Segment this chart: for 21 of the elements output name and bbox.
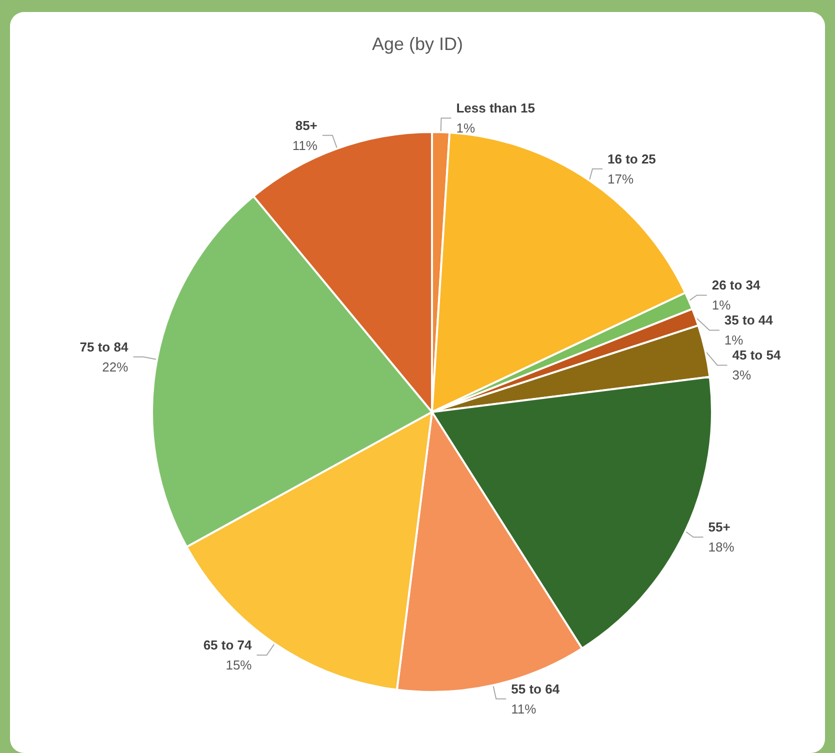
chart-title: Age (by ID) — [372, 34, 464, 54]
slice-label: 55+ — [708, 520, 731, 535]
slice-label: 26 to 34 — [712, 278, 762, 293]
slice-label: 55 to 64 — [511, 681, 560, 696]
data-label: 17% — [607, 171, 634, 186]
slice-label: 65 to 74 — [203, 638, 253, 653]
slice-label: 16 to 25 — [607, 151, 656, 166]
slice-label: 35 to 44 — [724, 312, 774, 328]
slice-label: 85+ — [295, 118, 318, 133]
data-label: 15% — [226, 658, 252, 673]
data-label: 22% — [102, 359, 129, 374]
slice-label: 75 to 84 — [80, 339, 129, 354]
data-label: 18% — [708, 540, 735, 555]
data-label: 11% — [511, 701, 537, 716]
data-label: 1% — [724, 332, 744, 348]
data-label: 1% — [456, 120, 476, 136]
data-label: 1% — [712, 298, 732, 313]
data-label: 3% — [732, 368, 752, 383]
slice-label: Less than 15 — [456, 100, 535, 116]
slice-label: 45 to 54 — [732, 348, 782, 363]
data-label: 11% — [292, 138, 318, 153]
